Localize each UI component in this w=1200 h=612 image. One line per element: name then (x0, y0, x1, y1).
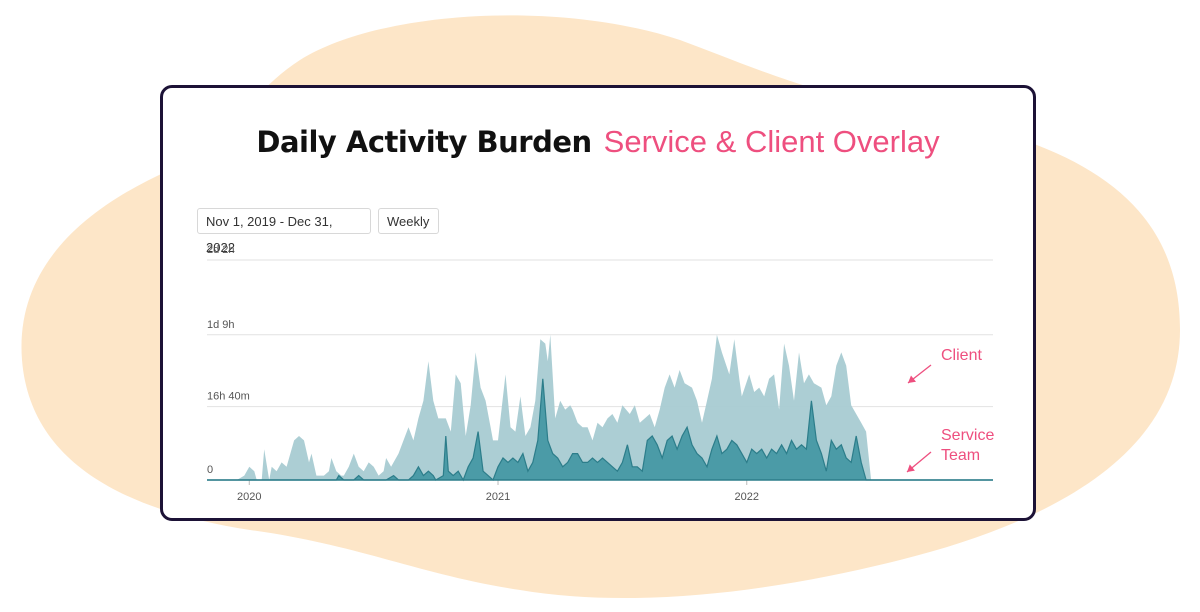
annotation-arrow-head (907, 464, 915, 472)
service-team-line (207, 378, 993, 482)
y-tick-label: 2d 2h (207, 244, 235, 256)
area-chart: 0 16h 40m 1d 9h 2d 2h 2020 2021 2022 Client Serv… (207, 244, 994, 503)
title-row: Daily Activity Burden Service & Client Ov… (163, 124, 1033, 160)
y-tick-label: 0 (207, 464, 213, 476)
x-tick-label: 2021 (486, 491, 510, 503)
date-range-selector[interactable]: Nov 1, 2019 - Dec 31, 2022 (197, 208, 371, 255)
chart-card: Daily Activity Burden Service & Client Ov… (160, 85, 1036, 521)
client-area-series (207, 334, 993, 480)
annotation-arrow-head (908, 375, 916, 383)
service-team-area-series (207, 378, 993, 480)
interval-selector[interactable]: Weekly (378, 208, 439, 234)
series-annotation-label: Client (941, 347, 982, 364)
series-annotation-label: Team (941, 447, 980, 464)
y-tick-label: 16h 40m (207, 391, 250, 403)
x-tick-label: 2022 (735, 491, 759, 503)
page-subtitle: Service & Client Overlay (603, 124, 940, 159)
page-title: Daily Activity Burden (256, 125, 592, 159)
series-annotation-label: Service (941, 427, 994, 444)
y-tick-label: 1d 9h (207, 319, 235, 331)
x-tick-label: 2020 (237, 491, 261, 503)
